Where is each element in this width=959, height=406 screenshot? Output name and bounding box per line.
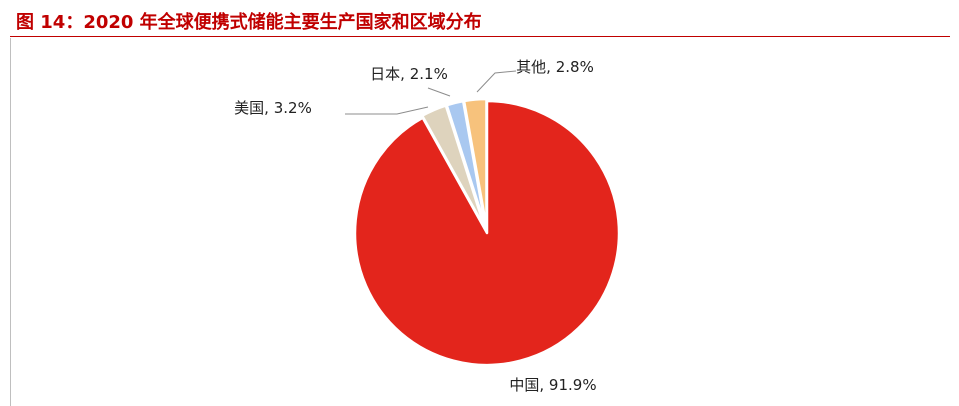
leader-line: [476, 70, 517, 93]
pie-slices: [353, 97, 621, 367]
leader-lines: [345, 70, 517, 115]
leader-line: [427, 87, 451, 97]
label-china: 中国, 91.9%: [509, 376, 596, 394]
figure-title: 图 14：2020 年全球便携式储能主要生产国家和区域分布: [16, 12, 482, 33]
left-border-rule: [10, 38, 11, 406]
label-other: 其他, 2.8%: [516, 58, 594, 76]
leader-line: [345, 106, 429, 115]
slice-china: [353, 99, 621, 367]
slice-labels: 中国, 91.9% 美国, 3.2% 日本, 2.1% 其他, 2.8%: [234, 58, 596, 394]
label-usa: 美国, 3.2%: [234, 99, 312, 117]
figure-header: 图 14：2020 年全球便携式储能主要生产国家和区域分布: [10, 0, 950, 37]
slice-other: [462, 97, 488, 229]
label-japan: 日本, 2.1%: [370, 65, 448, 83]
